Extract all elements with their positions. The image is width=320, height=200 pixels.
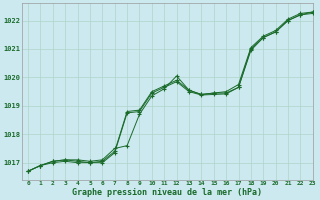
X-axis label: Graphe pression niveau de la mer (hPa): Graphe pression niveau de la mer (hPa) — [72, 188, 262, 197]
